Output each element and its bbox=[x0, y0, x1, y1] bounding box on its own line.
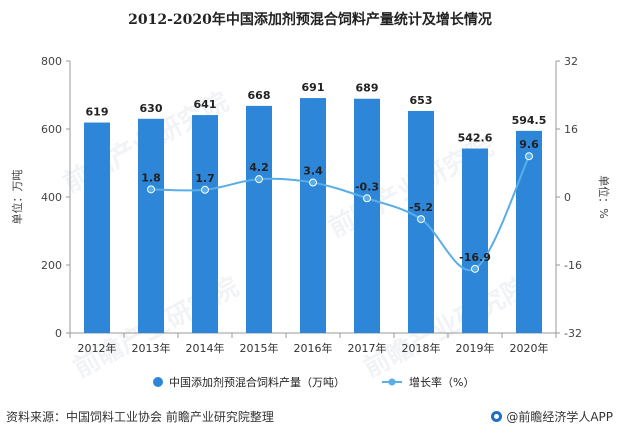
line-point bbox=[363, 194, 371, 203]
bar-value-label: 668 bbox=[248, 89, 271, 102]
bar bbox=[516, 130, 542, 333]
line-point bbox=[525, 152, 533, 161]
bar bbox=[138, 118, 164, 333]
legend-line-dot bbox=[388, 378, 396, 386]
line-value-label: 1.7 bbox=[195, 172, 215, 185]
x-tick-label: 2019年 bbox=[456, 341, 495, 355]
bar-value-label: 691 bbox=[302, 81, 325, 94]
x-tick-label: 2020年 bbox=[510, 341, 549, 355]
bar-value-label: 619 bbox=[86, 106, 109, 119]
y-left-tick-label: 0 bbox=[55, 327, 62, 340]
bar-value-label: 594.5 bbox=[512, 114, 547, 127]
x-tick-label: 2017年 bbox=[348, 341, 387, 355]
bar bbox=[246, 105, 272, 333]
line-value-label: -5.2 bbox=[409, 201, 433, 214]
bar bbox=[84, 122, 110, 333]
bar bbox=[462, 148, 488, 333]
x-tick-label: 2018年 bbox=[402, 341, 441, 355]
y-right-tick-label: -16 bbox=[564, 259, 582, 272]
x-tick-label: 2012年 bbox=[78, 341, 117, 355]
y-left-axis-label: 单位：万吨 bbox=[10, 170, 24, 225]
line-value-label: 9.6 bbox=[519, 138, 539, 151]
bar-value-label: 641 bbox=[194, 98, 217, 111]
brand-text: @前瞻经济学人APP bbox=[506, 410, 613, 424]
x-tick-label: 2015年 bbox=[240, 341, 279, 355]
y-left-tick-label: 400 bbox=[41, 191, 62, 204]
line-series: 1.8 1.7 4.2 3.4 -0.3 -5.2 -16.9 9.6 bbox=[141, 138, 539, 273]
bar-value-label: 630 bbox=[140, 102, 163, 115]
chart-canvas: 2012-2020年中国添加剂预混合饲料产量统计及增长情况 前瞻产业研究院前瞻产… bbox=[10, 11, 611, 389]
brand-logo-icon bbox=[491, 411, 503, 422]
line-point bbox=[201, 185, 209, 194]
source-note: 资料来源：中国饲料工业协会 前瞻产业研究院整理 bbox=[6, 410, 274, 424]
x-tick-label: 2016年 bbox=[294, 341, 333, 355]
legend: 中国添加剂预混合饲料产量（万吨） 增长率（%） bbox=[153, 375, 474, 389]
line-value-label: 3.4 bbox=[303, 165, 323, 178]
y-right-tick-label: -32 bbox=[564, 327, 582, 340]
bar-value-label: 653 bbox=[410, 94, 433, 107]
chart-title: 2012-2020年中国添加剂预混合饲料产量统计及增长情况 bbox=[128, 11, 492, 28]
legend-bar-label: 中国添加剂预混合饲料产量（万吨） bbox=[169, 375, 345, 389]
bar-value-label: 542.6 bbox=[458, 132, 493, 145]
line-value-label: -0.3 bbox=[355, 180, 379, 193]
y-left-tick-label: 800 bbox=[41, 55, 62, 68]
y-right-axis-label: 单位：% bbox=[597, 175, 611, 218]
y-right-tick-label: 16 bbox=[564, 123, 578, 136]
line-point bbox=[471, 264, 479, 273]
watermark-text-3: 前瞻产业研究院 bbox=[358, 271, 533, 384]
line-point bbox=[309, 178, 317, 187]
line-value-label: -16.9 bbox=[459, 251, 491, 264]
y-left-tick-label: 200 bbox=[41, 259, 62, 272]
legend-bar-marker bbox=[153, 377, 163, 387]
x-tick-label: 2013年 bbox=[132, 341, 171, 355]
line-point bbox=[255, 175, 263, 184]
y-left-tick-label: 600 bbox=[41, 123, 62, 136]
bar bbox=[300, 98, 326, 333]
legend-line-label: 增长率（%） bbox=[409, 375, 474, 389]
line-value-label: 1.8 bbox=[141, 171, 161, 184]
bar bbox=[192, 115, 218, 333]
bar bbox=[354, 98, 380, 334]
bar-value-label: 689 bbox=[356, 82, 379, 95]
bar-series: 619 630 641 668 691 689 653 542.6 594.5 bbox=[84, 81, 547, 334]
line-point bbox=[417, 215, 425, 224]
y-right-tick-label: 0 bbox=[564, 191, 571, 204]
y-right-tick-label: 32 bbox=[564, 55, 578, 68]
x-tick-label: 2014年 bbox=[186, 341, 225, 355]
line-value-label: 4.2 bbox=[249, 161, 269, 174]
line-point bbox=[147, 185, 155, 194]
brand-credit: @前瞻经济学人APP bbox=[491, 408, 613, 425]
